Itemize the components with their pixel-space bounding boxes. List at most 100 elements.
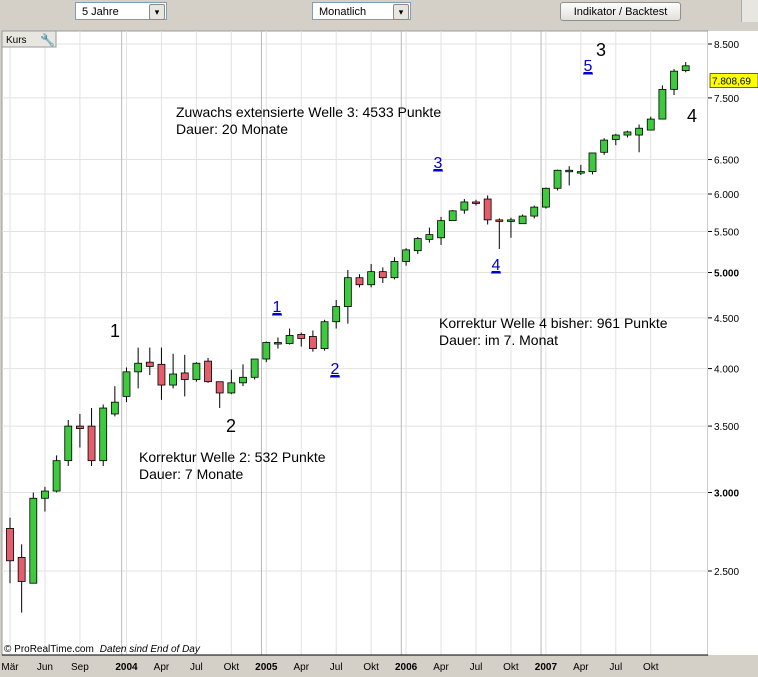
candle-body: [681, 65, 690, 72]
candle-body: [355, 277, 364, 286]
candle: [460, 199, 469, 214]
candle-body: [390, 261, 399, 279]
scrollbar[interactable]: [741, 0, 758, 22]
candle-body: [239, 376, 247, 384]
wave-label-black: 4: [687, 106, 697, 126]
candle: [320, 319, 329, 351]
candle: [611, 133, 620, 146]
candle-body: [495, 219, 504, 222]
wave-label-black: 1: [110, 321, 120, 341]
candle-body: [41, 490, 49, 499]
annotation-text: Korrektur Welle 4 bisher: 961 Punkte: [439, 315, 668, 331]
y-axis-area: [708, 31, 758, 655]
candle-body: [588, 152, 597, 173]
candle-body: [332, 306, 341, 323]
candle-body: [670, 70, 678, 90]
chevron-down-icon[interactable]: ▾: [393, 4, 409, 20]
candle-body: [530, 206, 539, 217]
wave-label-blue: 4: [492, 257, 501, 274]
candle: [565, 166, 574, 186]
candle: [600, 138, 609, 155]
annotations: 1 2 3 4 1 2 3 4 5 Zuwachs extensierte Welle 3: 45…: [110, 40, 697, 482]
candle-body: [542, 187, 550, 208]
candle: [169, 353, 178, 389]
x-tick-label: 2005: [255, 662, 278, 673]
candle: [355, 274, 364, 288]
wrench-icon[interactable]: 🔧: [40, 32, 55, 47]
x-tick-label: Jul: [609, 662, 622, 673]
candle-body: [52, 460, 61, 492]
candle: [87, 408, 96, 467]
wave-label-blue: 2: [331, 361, 340, 378]
candle-body: [87, 425, 96, 462]
candle-body: [99, 407, 108, 462]
candle-body: [320, 321, 329, 350]
plot-area: [1, 30, 709, 656]
y-axis: 2.500 3.000 3.500 4.000 4.500 5.000 5.500 6.000…: [708, 40, 758, 578]
x-axis: Mär Jun Sep 2004 Apr Jul Okt 2005 Apr Jul Okt 2006 A…: [1, 654, 708, 673]
candle-body: [425, 234, 434, 240]
period-select[interactable]: 5 Jahre ▾: [75, 2, 167, 20]
annotation-text: Dauer: 20 Monate: [176, 121, 288, 137]
wave-label-blue: 3: [434, 155, 443, 172]
candle: [76, 413, 84, 448]
candle-body: [367, 271, 376, 286]
candle: [437, 216, 445, 245]
x-tick-label: Mär: [1, 662, 19, 673]
interval-select[interactable]: Monatlich ▾: [312, 2, 411, 20]
wave-label-black: 3: [596, 40, 606, 60]
candle: [262, 341, 271, 363]
candle: [17, 544, 26, 613]
candle: [378, 267, 387, 283]
chevron-down-icon[interactable]: ▾: [149, 4, 165, 20]
indicator-backtest-button[interactable]: Indikator / Backtest: [560, 2, 681, 21]
candle: [134, 347, 143, 389]
candle-body: [483, 198, 492, 221]
candle: [413, 236, 422, 254]
x-tick-label: Okt: [224, 662, 240, 673]
candle-body: [157, 363, 166, 386]
candle: [472, 199, 480, 206]
y-tick-label: 5.000: [714, 269, 739, 280]
candle-body: [192, 362, 201, 380]
wave-label-blue: 1: [273, 299, 282, 316]
candle-body: [215, 381, 224, 394]
candle: [576, 164, 585, 176]
data-note: Daten sind End of Day: [100, 644, 201, 655]
candle-body: [378, 271, 387, 279]
candle: [553, 169, 562, 191]
candle: [448, 210, 457, 222]
candle: [390, 257, 399, 280]
last-price-tag: [709, 73, 758, 88]
candle-body: [565, 169, 574, 173]
candle-body: [635, 127, 643, 136]
panel-label: Kurs: [6, 35, 27, 46]
candle-body: [553, 169, 562, 189]
candle: [308, 330, 317, 352]
candle-body: [611, 134, 620, 140]
y-tick-label: 7.500: [714, 94, 739, 105]
candle: [542, 187, 550, 209]
candle: [495, 218, 504, 250]
candle: [215, 381, 224, 409]
candle: [297, 332, 306, 347]
x-tick-label: Apr: [154, 662, 170, 673]
candle: [483, 195, 492, 225]
candle: [145, 347, 154, 376]
interval-select-value: Monatlich: [319, 6, 367, 18]
annotation-text: Zuwachs extensierte Welle 3: 4533 Punkte: [176, 104, 441, 120]
candle-body: [64, 425, 73, 462]
candle-body: [646, 118, 655, 131]
candle: [192, 362, 201, 382]
candle: [343, 269, 352, 324]
candle-body: [507, 219, 515, 222]
annotation-text: Dauer: 7 Monate: [139, 466, 243, 482]
candle-body: [576, 171, 585, 174]
copyright-text: © ProRealTime.com: [4, 644, 94, 655]
candle-body: [17, 557, 26, 582]
candle: [204, 357, 212, 383]
candle: [110, 386, 119, 417]
panel-label-tab[interactable]: Kurs 🔧: [1, 30, 57, 48]
candle: [425, 227, 434, 243]
x-tick-label: Jul: [190, 662, 203, 673]
